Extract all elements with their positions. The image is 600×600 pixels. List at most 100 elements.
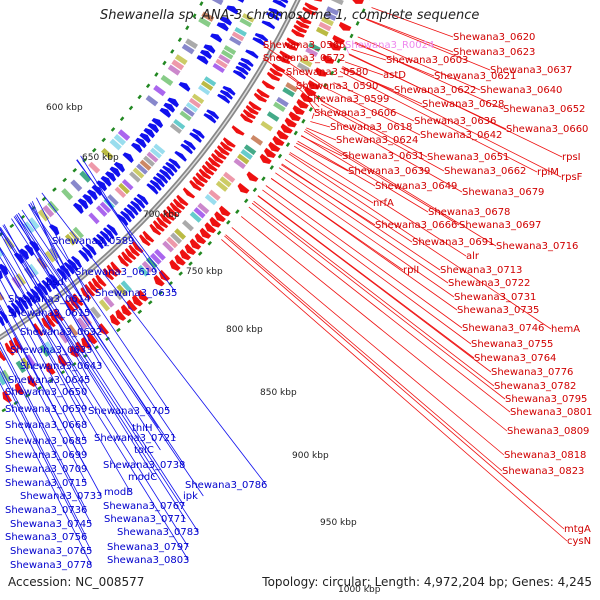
forward-gene-arrow [142,230,155,243]
inner-reverse-arrow [216,22,229,32]
right-gene-label: Shewana3_0666 [375,220,457,231]
left-gene-label: Shewana3_0721 [94,433,176,444]
reverse-gene-arrow [71,255,83,269]
outer-forward-arrow [45,362,56,375]
reverse-gene-arrow [152,176,165,188]
reverse-gene-arrow [133,197,146,209]
right-gene-label: Shewana3_0620 [453,32,535,43]
reverse-cog-block [229,36,242,46]
right-leader-line [310,121,331,128]
forward-gene-arrow [248,100,262,111]
outer-forward-arrow [57,354,68,367]
reverse-gene-arrow [96,233,108,246]
right-leader-line [311,112,315,119]
forward-cog-block [296,62,310,73]
left-gene-label: thiH [132,423,153,434]
right-gene-label: nrfA [373,198,394,209]
right-gene-label: astD [383,70,406,81]
right-leader-line [351,48,387,61]
right-leader-line [231,227,505,456]
outer-forward-arrow [280,123,293,134]
map-title: Shewanella sp. ANA-3 chromosome 1, compl… [100,8,480,23]
left-gene-label: Shewana3_0635 [95,288,177,299]
outer-forward-arrow [338,21,352,31]
reverse-gene-arrow [0,315,5,327]
forward-cog-block [299,57,313,68]
left-leader-line [0,278,87,442]
right-gene-label: Shewana3_0624 [336,135,418,146]
forward-gene-arrow [0,349,7,362]
reverse-gene-arrow [245,49,259,59]
reverse-cog-block [182,106,195,117]
right-leader-line [317,109,463,193]
kbp-tick-label: 800 kbp [226,325,263,335]
reverse-gene-arrow [92,237,104,250]
inner-cog-block [37,209,50,222]
inner-reverse-arrow [72,202,84,214]
forward-cog-block [189,211,202,223]
forward-gene-arrow [313,0,323,2]
reverse-gene-arrow [222,85,236,96]
forward-gene-arrow [210,153,224,164]
left-gene-label: Shewana3_0685 [5,436,87,447]
forward-cog-block [116,284,128,297]
forward-cog-block [323,11,337,21]
reverse-cog-block [28,263,39,276]
right-gene-label: Shewana3_0590 [296,81,378,92]
outer-forward-arrow [292,105,305,115]
inner-reverse-arrow [0,270,3,280]
forward-gene-arrow [138,234,151,247]
kbp-tick-label: 900 kbp [292,451,329,461]
forward-gene-arrow [159,213,172,225]
forward-cog-block [197,202,210,215]
right-leader-line [265,185,463,329]
outer-forward-arrow [315,67,328,77]
reverse-gene-arrow [174,150,187,162]
outer-forward-arrow [184,243,197,255]
reverse-gene-arrow [102,227,115,240]
left-gene-label: modB [104,487,133,498]
inner-reverse-arrow [0,263,9,276]
right-gene-label: Shewana3_0622 [394,85,476,96]
forward-gene-arrow [45,314,56,328]
reverse-cog-block [146,151,159,163]
forward-gene-arrow [195,172,209,184]
reverse-cog-block [114,186,127,199]
right-gene-label: Shewana3_0735 [457,305,539,316]
left-leader-line [0,291,87,456]
right-leader-line [288,153,552,330]
inner-cog-block [70,179,83,192]
right-gene-label: Shewana3_0640 [480,85,562,96]
left-gene-label: Shewana3_0614 [8,294,90,305]
outer-forward-arrow [179,249,192,261]
left-leader-line [28,204,102,333]
left-leader-line [0,307,102,497]
forward-cog-block [145,256,158,269]
left-gene-label: Shewana3_0589 [52,236,134,247]
inner-cog-block [160,74,174,86]
reverse-gene-arrow [206,109,220,120]
inner-reverse-arrow [226,5,239,15]
forward-gene-arrow [117,254,130,267]
right-leader-line [322,101,428,158]
inner-reverse-arrow [196,55,209,65]
reverse-gene-arrow [279,0,289,4]
accession-value: NC_008577 [75,575,145,589]
forward-cog-block [260,120,273,132]
right-leader-line [257,195,492,373]
outer-forward-arrow [199,227,212,239]
forward-cog-block [39,344,51,357]
outer-forward-arrow [263,147,277,158]
reverse-cog-block [220,49,234,60]
forward-gene-arrow [214,149,227,160]
outer-forward-arrow [307,80,321,90]
forward-gene-arrow [110,261,122,274]
reverse-gene-arrow [268,7,282,17]
forward-cog-block [174,228,187,240]
forward-cog-block [240,148,253,160]
inner-reverse-arrow [135,137,147,149]
reverse-cog-block [234,26,247,37]
right-leader-line [339,71,538,173]
inner-reverse-arrow [199,49,212,60]
